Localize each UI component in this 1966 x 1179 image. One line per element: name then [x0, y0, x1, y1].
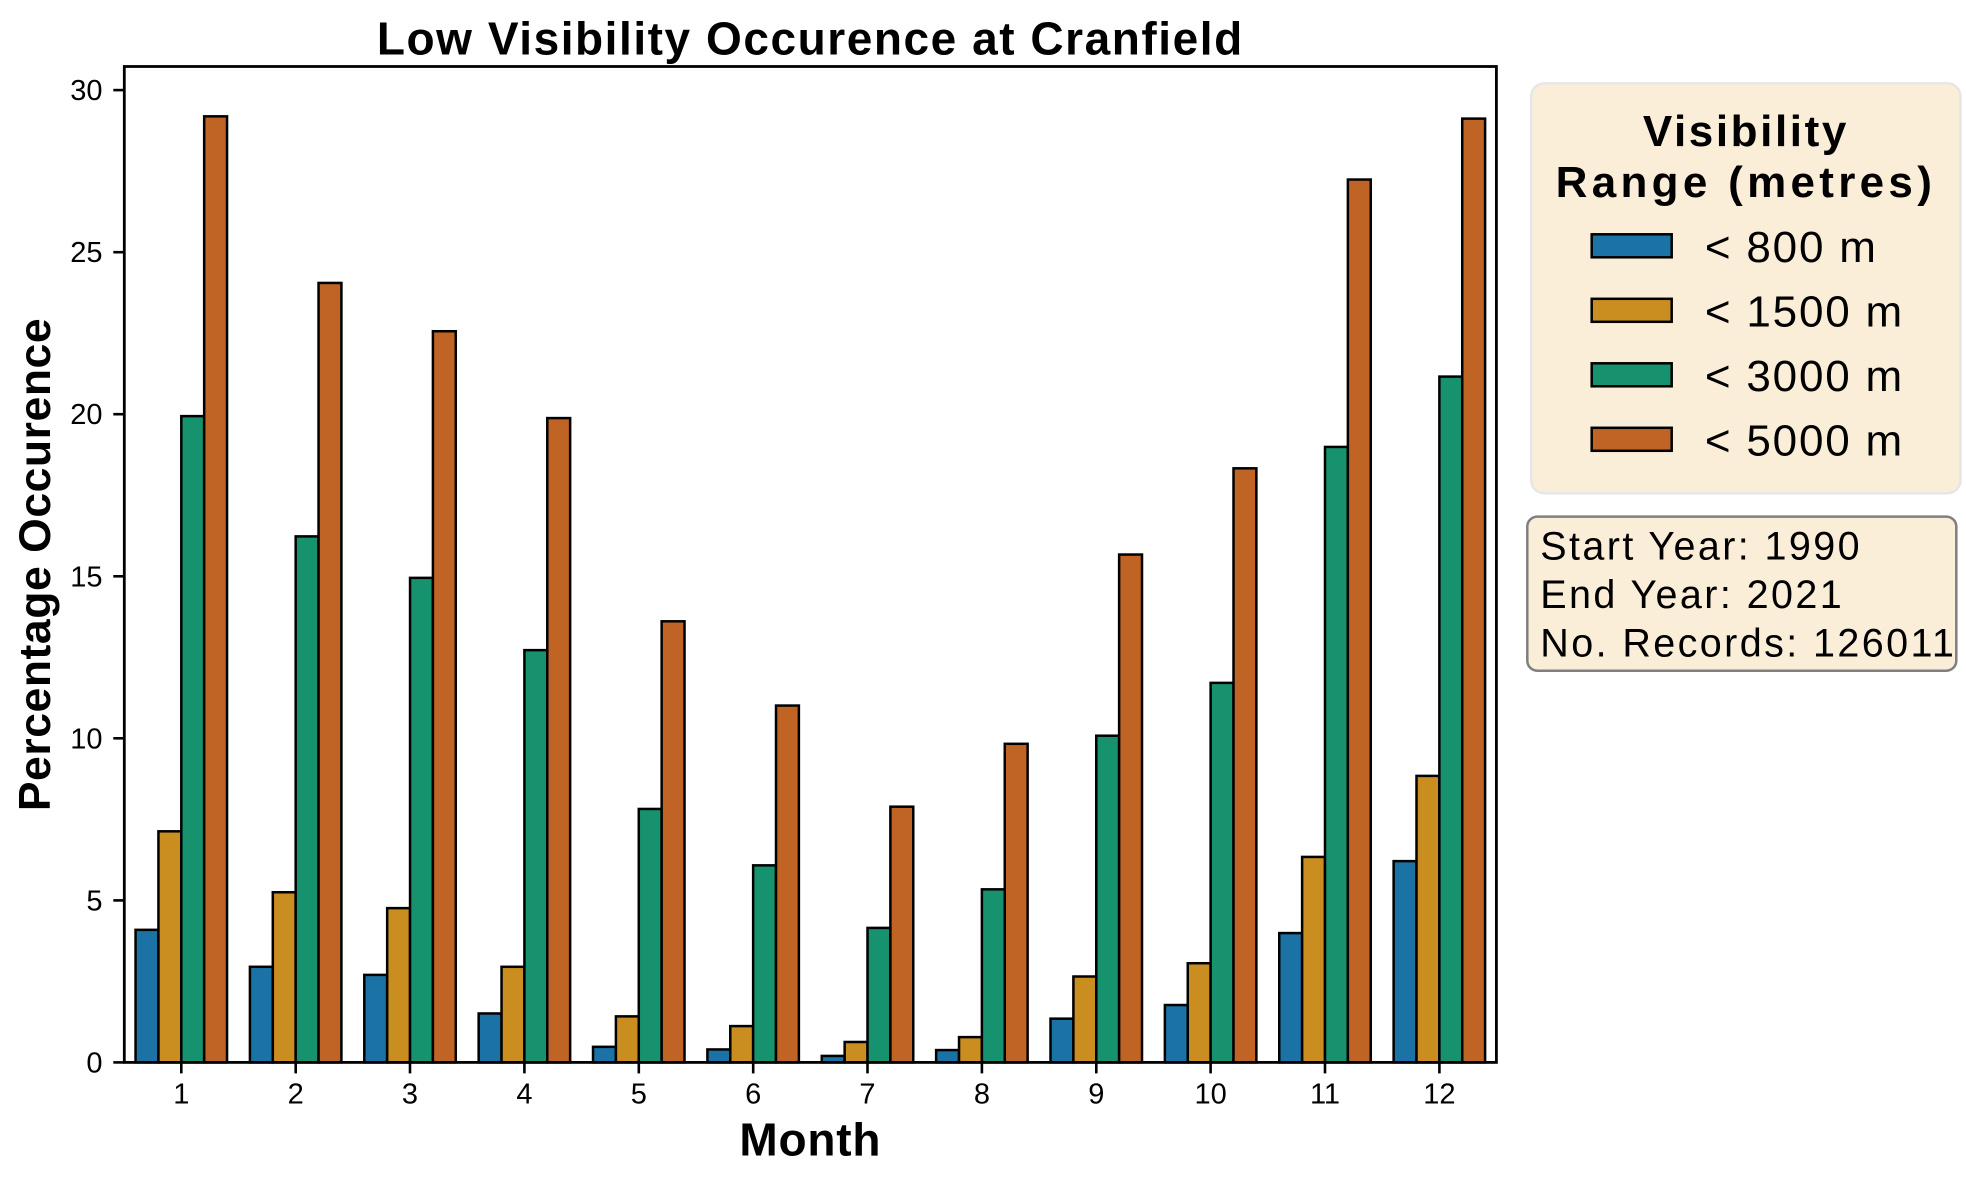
svg-text:0: 0 — [86, 1047, 102, 1079]
svg-text:2: 2 — [288, 1079, 304, 1111]
svg-text:No. Records: 126011: No. Records: 126011 — [1540, 621, 1956, 665]
svg-text:5: 5 — [86, 885, 102, 917]
svg-text:Low Visibility Occurence at Cr: Low Visibility Occurence at Cranfield — [377, 12, 1244, 64]
svg-text:25: 25 — [70, 237, 102, 269]
svg-text:Visibility: Visibility — [1643, 107, 1849, 156]
svg-text:6: 6 — [745, 1079, 761, 1111]
svg-text:3: 3 — [402, 1079, 418, 1111]
svg-text:7: 7 — [859, 1079, 875, 1111]
svg-text:20: 20 — [70, 399, 102, 431]
svg-text:< 1500 m: < 1500 m — [1705, 288, 1904, 337]
svg-text:Range (metres): Range (metres) — [1556, 158, 1937, 207]
svg-text:Percentage Occurence: Percentage Occurence — [11, 318, 60, 811]
svg-text:< 800 m: < 800 m — [1705, 223, 1878, 272]
svg-text:10: 10 — [70, 723, 102, 755]
svg-text:8: 8 — [974, 1079, 990, 1111]
svg-text:10: 10 — [1194, 1079, 1226, 1111]
svg-text:12: 12 — [1423, 1079, 1455, 1111]
svg-text:11: 11 — [1310, 1079, 1340, 1111]
svg-text:4: 4 — [516, 1079, 532, 1111]
svg-text:Start Year: 1990: Start Year: 1990 — [1540, 524, 1862, 568]
svg-text:5: 5 — [631, 1079, 647, 1111]
svg-text:Month: Month — [739, 1114, 881, 1166]
svg-text:1: 1 — [173, 1079, 189, 1111]
svg-text:End Year: 2021: End Year: 2021 — [1540, 573, 1844, 617]
svg-text:9: 9 — [1088, 1079, 1104, 1111]
svg-text:30: 30 — [70, 75, 102, 107]
svg-text:< 5000 m: < 5000 m — [1705, 417, 1904, 466]
svg-text:15: 15 — [70, 561, 102, 593]
svg-text:< 3000 m: < 3000 m — [1705, 352, 1904, 401]
